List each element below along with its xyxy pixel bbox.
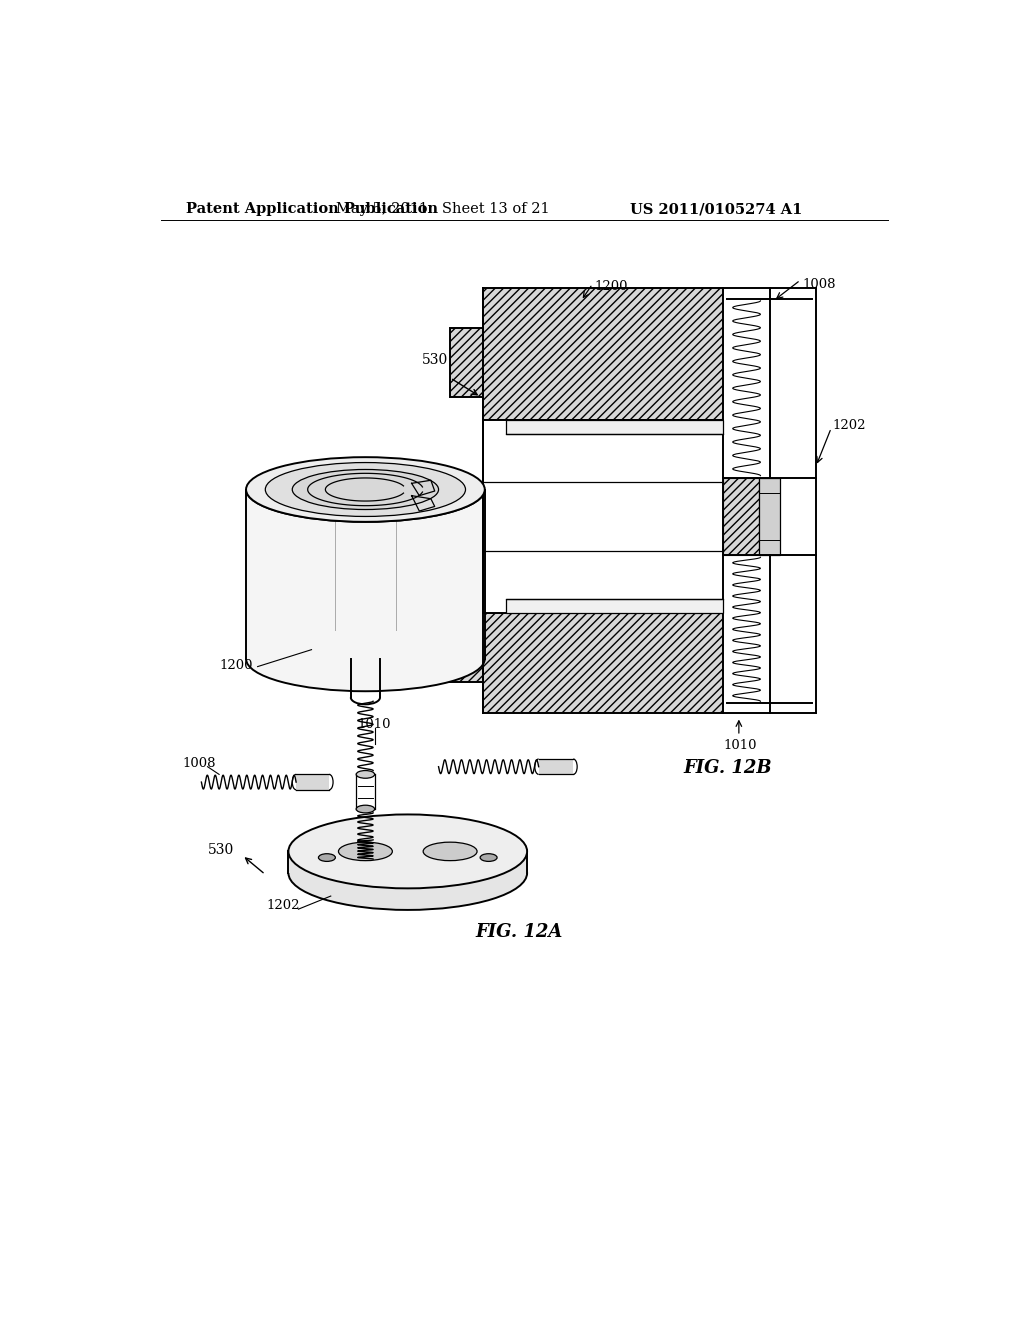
- Text: FIG. 12A: FIG. 12A: [475, 923, 563, 941]
- Ellipse shape: [318, 854, 336, 862]
- Text: 530: 530: [208, 843, 233, 857]
- Ellipse shape: [356, 805, 375, 813]
- Text: US 2011/0105274 A1: US 2011/0105274 A1: [630, 202, 802, 216]
- Text: 1008: 1008: [183, 758, 216, 770]
- Text: 1202: 1202: [266, 899, 300, 912]
- Ellipse shape: [246, 627, 484, 692]
- Text: FIG. 12B: FIG. 12B: [683, 759, 772, 777]
- Text: 1200: 1200: [219, 659, 253, 672]
- Ellipse shape: [265, 462, 466, 516]
- Ellipse shape: [246, 457, 484, 521]
- Ellipse shape: [480, 854, 497, 862]
- Bar: [451, 327, 483, 397]
- Text: 1202: 1202: [833, 418, 866, 432]
- Text: 1200: 1200: [594, 280, 628, 293]
- Bar: [483, 288, 724, 420]
- Text: Patent Application Publication: Patent Application Publication: [186, 202, 438, 216]
- Ellipse shape: [292, 470, 438, 510]
- Bar: [289, 851, 527, 873]
- Bar: [506, 599, 724, 612]
- Ellipse shape: [423, 842, 477, 861]
- Bar: [296, 775, 330, 789]
- Bar: [451, 605, 483, 682]
- Text: 1010: 1010: [357, 718, 391, 731]
- Ellipse shape: [289, 814, 527, 888]
- Bar: [759, 478, 780, 554]
- Text: May 5, 2011   Sheet 13 of 21: May 5, 2011 Sheet 13 of 21: [336, 202, 549, 216]
- Bar: [539, 759, 573, 775]
- Bar: [246, 490, 484, 659]
- Bar: [483, 612, 724, 713]
- Text: 1010: 1010: [724, 739, 757, 752]
- Bar: [483, 420, 724, 612]
- Ellipse shape: [289, 836, 527, 909]
- Bar: [724, 478, 759, 554]
- Bar: [506, 420, 724, 434]
- Ellipse shape: [356, 771, 375, 779]
- Text: 1008: 1008: [802, 277, 836, 290]
- Text: 530: 530: [422, 354, 447, 367]
- Ellipse shape: [339, 842, 392, 861]
